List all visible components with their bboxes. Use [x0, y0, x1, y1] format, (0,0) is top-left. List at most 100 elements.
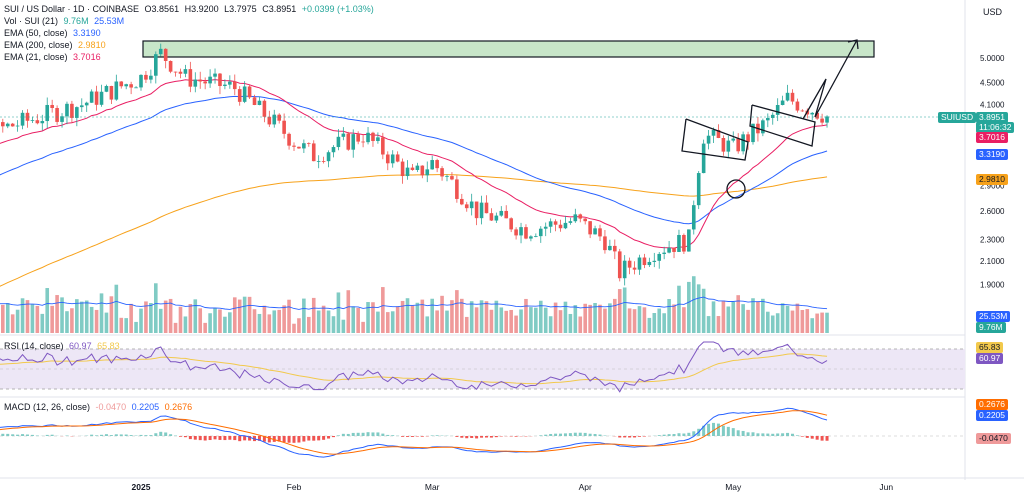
candle-body — [701, 143, 706, 174]
candle-body — [800, 110, 805, 112]
candle-body — [627, 260, 632, 268]
macd-hist-bar — [233, 436, 237, 441]
candle-body — [464, 204, 469, 209]
volume-bar — [40, 313, 45, 333]
volume-bar — [543, 307, 548, 333]
candle-body — [208, 76, 212, 84]
rsi-ma-tag: 65.83 — [976, 342, 1004, 353]
candle-body — [25, 112, 30, 121]
volume-bar — [79, 301, 84, 333]
volume-bar — [553, 302, 558, 333]
candle-body — [593, 228, 597, 235]
ema50-legend[interactable]: EMA (50, close) 3.3190 — [4, 28, 104, 39]
volume-bar — [538, 300, 543, 333]
volume-bar — [790, 310, 795, 333]
candle-body — [139, 74, 143, 88]
time-axis-tick: May — [725, 482, 742, 492]
volume-bar — [1, 304, 5, 333]
macd-hist-bar — [386, 434, 390, 436]
candle-body — [746, 134, 750, 143]
candle-body — [109, 85, 114, 100]
candle-body — [489, 213, 494, 221]
candle-body — [55, 108, 59, 122]
rsi-legend-label: RSI (14, close) — [4, 341, 64, 351]
candle-body — [178, 71, 183, 74]
candle-body — [129, 84, 133, 88]
macd-hist-bar — [223, 436, 227, 441]
volume-bar — [366, 302, 370, 333]
macd-hist-bar — [248, 436, 252, 441]
macd-hist-bar — [667, 434, 671, 436]
macd-hist-bar — [208, 436, 212, 441]
candle-body — [469, 201, 474, 209]
volume-bar — [573, 305, 578, 333]
macd-hist-bar — [243, 436, 247, 441]
volume-bar — [687, 281, 691, 333]
candle-body — [677, 234, 681, 252]
symbol-legend[interactable]: SUI / US Dollar · 1D · COINBASE O3.8561 … — [4, 4, 377, 15]
candle-body — [326, 152, 331, 162]
volume-bar — [524, 298, 528, 333]
price-axis-tick: 1.9000 — [980, 280, 1005, 289]
candle-body — [810, 112, 815, 115]
macd-hist-bar — [336, 435, 340, 436]
candle-body — [257, 100, 262, 106]
macd-hist-bar — [682, 433, 686, 436]
volume-bar — [15, 309, 20, 333]
macd-hist-bar — [203, 436, 207, 441]
candle-body — [60, 116, 64, 122]
ema21-legend[interactable]: EMA (21, close) 3.7016 — [4, 52, 104, 63]
volume-bar — [588, 304, 592, 333]
candles — [1, 43, 829, 286]
candle-body — [770, 114, 775, 118]
volume-bar — [637, 306, 642, 333]
rsi-legend[interactable]: RSI (14, close) 60.97 65.83 — [4, 341, 123, 352]
volume-bar — [677, 285, 681, 333]
volume-bar — [751, 298, 755, 333]
candle-body — [400, 161, 405, 177]
macd-hist-bar — [257, 436, 261, 441]
candle-body — [75, 107, 79, 118]
volume-bar — [627, 308, 632, 333]
ema200-legend[interactable]: EMA (200, close) 2.9810 — [4, 40, 109, 51]
volume-legend[interactable]: Vol · SUI (21) 9.76M 25.53M — [4, 16, 127, 27]
candle-body — [35, 120, 40, 124]
candle-body — [573, 214, 578, 222]
volume-bar — [593, 302, 597, 333]
volume-bar — [193, 299, 198, 333]
macd-hist-bar — [766, 433, 770, 436]
price-axis-tick: 2.1000 — [980, 257, 1005, 266]
candle-body — [371, 132, 375, 142]
volume-bar — [706, 316, 711, 333]
macd-hist-bar — [119, 434, 123, 436]
macd-hist-bar — [484, 436, 488, 438]
volume-bar — [519, 309, 523, 333]
volume-bar — [287, 299, 291, 333]
candle-body — [50, 104, 54, 109]
candle-body — [534, 236, 538, 237]
macd-hist-bar — [381, 433, 385, 436]
volume-bar — [292, 323, 296, 333]
macd-hist-bar — [149, 435, 153, 436]
volume-bar — [149, 303, 153, 333]
macd-hist-bar — [341, 433, 345, 436]
macd-legend[interactable]: MACD (12, 26, close) -0.0470 0.2205 0.26… — [4, 402, 195, 413]
candle-body — [183, 69, 188, 74]
candle-body — [272, 114, 277, 125]
macd-hist-bar — [406, 436, 410, 437]
volume-bar — [154, 283, 158, 333]
macd-hist-bar — [776, 433, 780, 436]
candle-body — [218, 73, 222, 87]
volume-bar — [178, 306, 183, 333]
candle-body — [642, 257, 647, 266]
candle-body — [390, 154, 395, 164]
macd-hist-bar — [721, 425, 725, 436]
macd-hist-bar — [430, 435, 434, 436]
macd-hist-bar — [573, 432, 577, 436]
candle-body — [311, 143, 316, 162]
volume-bar — [277, 309, 281, 333]
candle-body — [766, 117, 770, 121]
volume-bar — [746, 309, 750, 333]
ema200-legend-label: EMA (200, close) — [4, 40, 73, 50]
